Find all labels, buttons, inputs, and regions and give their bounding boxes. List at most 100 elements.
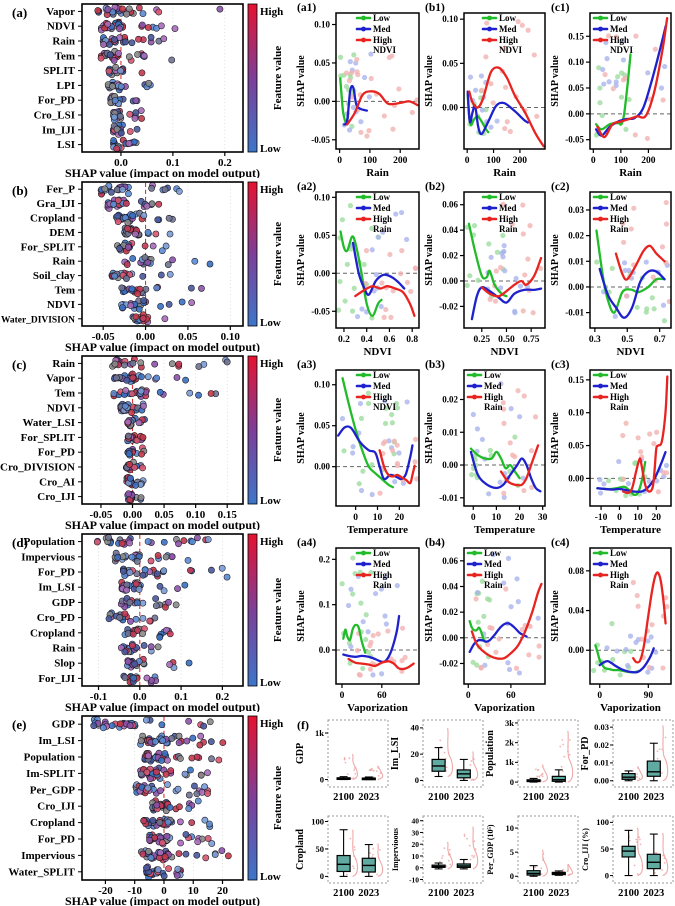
x-tick-label: 20: [395, 513, 405, 523]
cloud-dot-low: [464, 282, 470, 289]
cloud-dot-high: [363, 248, 370, 254]
shap-dot: [125, 490, 132, 498]
legend-label: Low: [610, 370, 628, 380]
legend-marker: [361, 394, 366, 400]
cloud-dot-med: [486, 491, 492, 497]
legend-label: Med: [610, 559, 628, 569]
shap-dot: [177, 755, 184, 762]
cloud-dot-med: [501, 580, 507, 586]
cloud-dot-high: [635, 435, 641, 441]
strip-dot: [563, 755, 566, 758]
y-tick-label: 0.05: [442, 58, 458, 68]
cloud-dot-med: [494, 118, 500, 124]
x-tick-label: 0.2: [338, 335, 350, 345]
y-tick-label: 0.01: [568, 256, 584, 266]
shap-dot: [143, 716, 150, 724]
shap-dot: [146, 775, 154, 783]
cloud-dot-high: [646, 664, 652, 671]
cloud-dot-high: [504, 119, 510, 125]
legend-marker: [598, 216, 603, 222]
cloud-dot-med: [612, 313, 618, 319]
cloud-dot-low: [358, 600, 364, 606]
shap-dot: [132, 313, 140, 321]
feature-label: Impervious: [21, 850, 76, 862]
plot-frame: [81, 3, 244, 153]
legend-label: Low: [373, 370, 391, 380]
shap-dot: [114, 197, 122, 204]
legend-suffix: Rain: [610, 580, 629, 590]
cloud-dot-med: [619, 38, 625, 44]
x-tick-label: 0.5: [621, 335, 633, 345]
cloud-dot-med: [497, 479, 503, 485]
panel-label: (c4): [551, 537, 570, 549]
cloud-dot-low: [609, 265, 615, 272]
legend-label: Med: [484, 381, 502, 391]
legend-marker: [487, 216, 492, 222]
strip-dot: [352, 865, 354, 868]
cloud-dot-high: [638, 449, 644, 455]
plot-frame: [589, 191, 672, 329]
shap-dot: [155, 200, 163, 208]
shap-dot: [129, 255, 137, 262]
cloud-dot-med: [354, 313, 361, 320]
legend-marker: [361, 561, 366, 567]
cloud-dot-med: [645, 638, 651, 644]
boxplot-gdp: GDP 0 1k 2100 2023: [295, 719, 389, 803]
plot-frame: [463, 547, 546, 685]
y-tick-label: 100: [311, 816, 324, 826]
shap-dot: [139, 434, 147, 441]
colorbar-title: Feature value: [272, 398, 284, 462]
x-axis-title: NDVI: [363, 346, 391, 357]
shap-dot: [123, 10, 130, 18]
cloud-dot-high: [501, 420, 507, 426]
y-tick-label: 30: [412, 828, 420, 837]
x-category-label: 2023: [643, 792, 664, 803]
cloud-dot-high: [366, 128, 372, 134]
cloud-dot-high: [651, 441, 657, 447]
cloud-dot-high: [664, 604, 670, 610]
legend-marker: [361, 26, 366, 32]
cloud-dot-med: [386, 438, 392, 444]
shap-dot: [165, 214, 173, 222]
y-tick-label: 1k: [505, 757, 514, 767]
x-tick-label: 0.0: [114, 157, 128, 169]
cloud-dot-high: [368, 75, 374, 82]
cloud-dot-high: [639, 636, 645, 642]
y-tick-label: 0.00: [442, 460, 458, 470]
cloud-dot-high: [647, 431, 653, 437]
strip-dot: [568, 739, 571, 741]
cloud-dot-low: [594, 259, 600, 265]
cloud-dot-med: [623, 646, 629, 653]
panel-label: (c1): [551, 2, 570, 14]
legend-label: Med: [499, 203, 517, 213]
cloud-dot-high: [402, 654, 408, 660]
feature-label: Cro_PD: [37, 612, 75, 624]
strip-dot: [445, 769, 448, 772]
x-tick-label: 10: [633, 513, 643, 523]
y-axis-title: SHAP value: [424, 55, 435, 107]
legend-marker: [472, 394, 477, 400]
cloud-dot-high: [493, 268, 499, 274]
x-axis-title: SHAP value (impact on model output): [65, 340, 260, 352]
x-axis-title: Vaporization: [347, 702, 408, 713]
shap-dot: [128, 285, 136, 293]
plot-frame: [463, 191, 546, 329]
y-tick-label: 0.02: [442, 394, 458, 404]
cloud-dot-med: [350, 444, 356, 450]
shap-dot: [174, 585, 181, 592]
trend-line-high: [346, 90, 419, 126]
cloud-dot-low: [365, 400, 372, 407]
colorbar-high-label: High: [260, 6, 283, 18]
x-tick-label: 0.6: [384, 335, 396, 345]
y-tick-label: 5: [510, 847, 514, 857]
trend-lines: [469, 444, 542, 493]
y-tick-label: 0: [415, 864, 419, 873]
x-tick-label: 0.50: [498, 335, 515, 345]
shap-dot: [181, 770, 189, 778]
cloud-dot-high: [519, 22, 525, 28]
cloud-dot-high: [399, 248, 405, 254]
shap-dot: [90, 722, 98, 730]
feature-label: Rain: [52, 643, 75, 655]
shap-dot: [215, 756, 223, 764]
